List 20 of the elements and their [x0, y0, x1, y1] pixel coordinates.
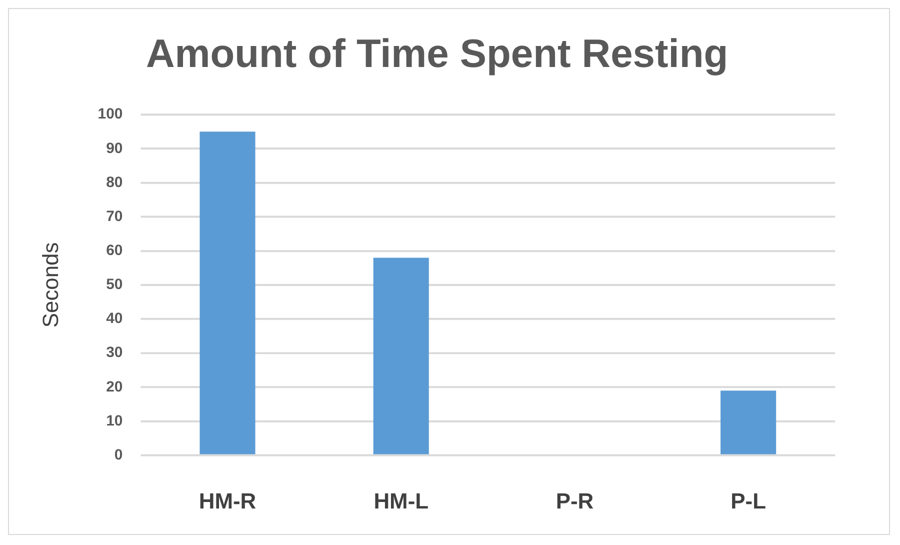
y-tick-label: 20 — [106, 378, 123, 396]
y-tick-label: 30 — [106, 344, 123, 362]
bar — [720, 390, 776, 454]
y-tick-label: 40 — [106, 310, 123, 328]
y-tick-label: 50 — [106, 276, 123, 294]
x-tick-label: P-L — [730, 488, 766, 514]
y-tick-label: 0 — [114, 446, 123, 464]
y-tick-label: 60 — [106, 242, 123, 259]
x-tick-label: HM-R — [198, 488, 256, 514]
y-tick-label: 70 — [106, 208, 123, 225]
y-axis-title: Seconds — [38, 242, 64, 328]
y-tick-label: 80 — [106, 174, 123, 191]
x-tick-label: P-R — [556, 488, 594, 514]
bar — [200, 132, 256, 454]
chart-title: Amount of Time Spent Resting — [146, 32, 728, 76]
y-tick-label: 100 — [98, 106, 123, 123]
x-tick-label: HM-L — [374, 488, 429, 514]
y-tick-label: 90 — [106, 140, 123, 157]
y-tick-label: 10 — [106, 412, 123, 430]
bar — [373, 258, 429, 454]
